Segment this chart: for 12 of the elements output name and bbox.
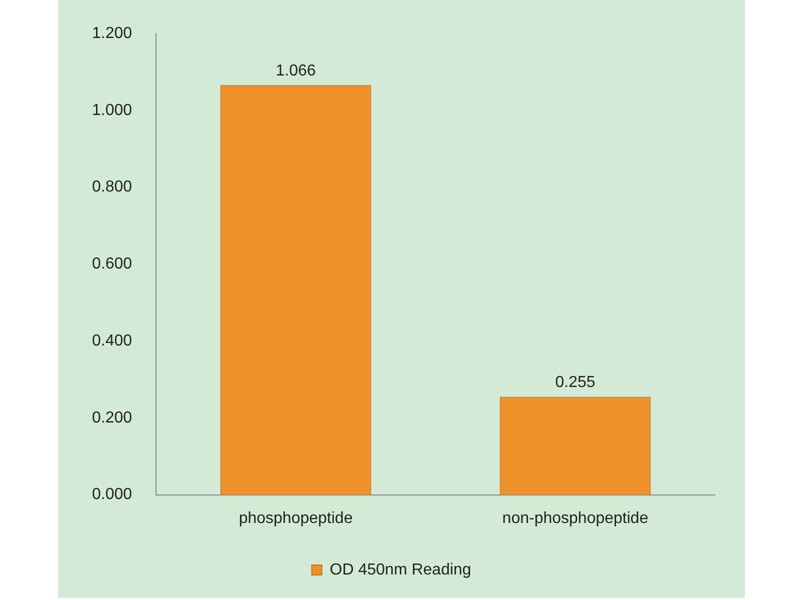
x-tick-label: non-phosphopeptide xyxy=(502,510,648,527)
x-tick-label: phosphopeptide xyxy=(238,510,353,527)
y-tick-label: 0.600 xyxy=(92,256,132,273)
y-tick-label: 0.200 xyxy=(92,409,132,426)
y-tick-label: 0.000 xyxy=(92,486,132,504)
data-label: 1.066 xyxy=(276,62,316,80)
legend-label: OD 450nm Reading xyxy=(330,561,472,578)
data-label: 0.255 xyxy=(555,374,596,392)
y-tick-label: 1.000 xyxy=(92,102,132,119)
y-tick-label: 0.800 xyxy=(92,178,132,196)
y-tick-label: 1.200 xyxy=(92,25,132,42)
y-tick-label: 0.400 xyxy=(92,332,132,350)
